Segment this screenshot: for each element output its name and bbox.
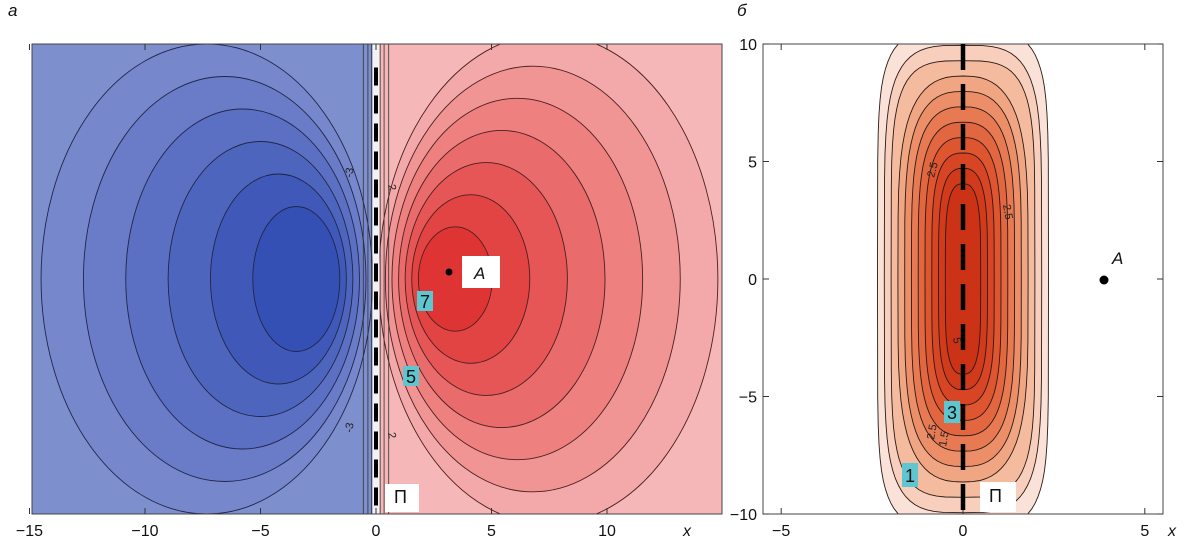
- panel-a-x-tick-label: −15: [16, 523, 43, 540]
- panel-a-frame: [31, 43, 723, 515]
- panel-a-contour-label: -3: [343, 422, 357, 434]
- panel-a-contour-label: 2: [385, 183, 398, 191]
- panel-b-contour-label: 2.5: [925, 423, 939, 440]
- panel-a-x-tick-label: −10: [131, 523, 158, 540]
- panel-b-y-tick-label: 5: [748, 155, 757, 172]
- svg-text:5: 5: [406, 367, 416, 387]
- panel-b-y-tick-label: 0: [748, 272, 757, 289]
- svg-text:П: П: [394, 487, 407, 507]
- panel-b-point-a-label-box: A: [1111, 249, 1123, 268]
- panel-a-contour-label: -3: [343, 167, 357, 179]
- svg-text:7: 7: [420, 292, 430, 312]
- panel-b-point-a: [1099, 275, 1109, 285]
- panel-b-contour-labels: 2.5 2.5 5 2.5 1.5: [925, 161, 1014, 448]
- panel-b-level-1-box: 1: [902, 463, 918, 487]
- panel-a-contour-label: 2: [385, 431, 398, 439]
- panel-b-contour: [944, 183, 982, 375]
- panel-a-x-ticks: −15 −10 −5 0 5 10: [16, 44, 616, 540]
- panel-a-x-variable: x: [682, 523, 692, 540]
- panel-a-label: а: [8, 1, 17, 20]
- svg-text:П: П: [989, 486, 1002, 506]
- panel-a-x-tick-label: 5: [487, 523, 496, 540]
- panel-a: а −15 −10 −5 0 5 10 x -3 -3 2 2 7 5 A П: [8, 1, 723, 540]
- panel-b-contour-field: [763, 44, 1163, 514]
- panel-b-contour-label: 5: [950, 336, 963, 344]
- svg-text:1: 1: [905, 466, 915, 486]
- panel-b-x-tick-label: 5: [1140, 523, 1149, 540]
- panel-b-x-variable: x: [1167, 523, 1177, 540]
- panel-a-point-a: [445, 268, 453, 276]
- panel-a-x-tick-label: −5: [251, 523, 269, 540]
- svg-text:A: A: [473, 264, 485, 283]
- svg-text:3: 3: [947, 403, 957, 423]
- panel-a-level-7-box: 7: [417, 291, 433, 312]
- panel-a-contour-negative: [252, 206, 341, 352]
- panel-a-x-tick-label: 10: [598, 523, 616, 540]
- panel-b-y-tick-label: 10: [739, 37, 757, 54]
- panel-b-contour-label: 1.5: [937, 430, 951, 447]
- panel-b-contour-label: 2.5: [1000, 203, 1014, 220]
- panel-a-x-tick-label: 0: [372, 523, 381, 540]
- panel-a-contour-labels: -3 -3 2 2: [343, 167, 398, 440]
- panel-b-x-tick-label: 0: [959, 523, 968, 540]
- panel-b-contour-label: 2.5: [925, 161, 941, 179]
- panel-b-label: б: [737, 1, 748, 20]
- panel-b-x-tick-label: −5: [772, 523, 790, 540]
- panel-b-line-label-box: П: [980, 482, 1016, 512]
- svg-text:A: A: [1111, 249, 1123, 268]
- panel-a-point-a-label-box: A: [462, 256, 500, 288]
- panel-b-y-tick-label: −10: [730, 507, 757, 524]
- panel-a-level-5-box: 5: [403, 366, 419, 387]
- panel-b-level-3-box: 3: [944, 401, 960, 423]
- panel-a-line-label-box: П: [385, 484, 419, 512]
- panel-b-y-tick-label: −5: [739, 390, 757, 407]
